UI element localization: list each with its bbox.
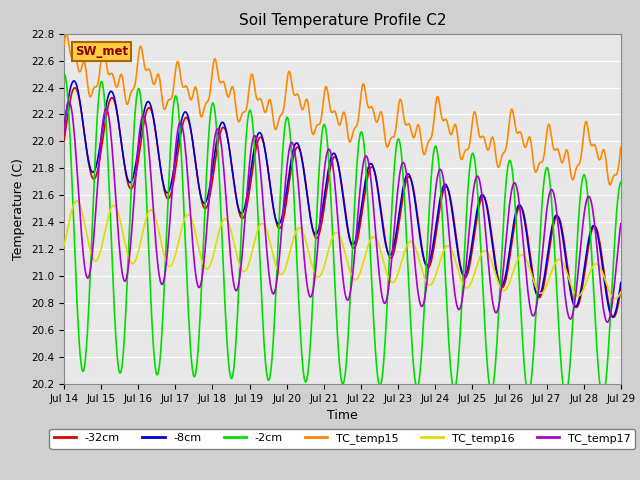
Legend: -32cm, -8cm, -2cm, TC_temp15, TC_temp16, TC_temp17: -32cm, -8cm, -2cm, TC_temp15, TC_temp16,…: [49, 429, 636, 448]
Text: SW_met: SW_met: [75, 45, 128, 58]
Title: Soil Temperature Profile C2: Soil Temperature Profile C2: [239, 13, 446, 28]
X-axis label: Time: Time: [327, 409, 358, 422]
Y-axis label: Temperature (C): Temperature (C): [12, 158, 26, 260]
